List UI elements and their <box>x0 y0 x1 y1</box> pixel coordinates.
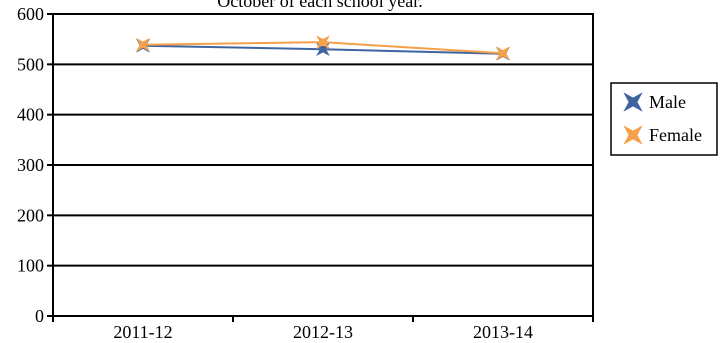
y-tick-labels: 0 100 200 300 400 500 600 <box>17 4 44 326</box>
legend-marker <box>623 92 643 112</box>
y-tick-label: 300 <box>17 155 44 175</box>
x-tick-label: 2011-12 <box>113 322 172 342</box>
y-tick-label: 100 <box>17 256 44 276</box>
axes <box>47 13 594 322</box>
x-tick-label: 2012-13 <box>293 322 353 342</box>
y-tick-label: 400 <box>17 105 44 125</box>
y-tick-label: 200 <box>17 205 44 225</box>
y-tick-label: 500 <box>17 54 44 74</box>
y-tick-label: 600 <box>17 4 44 24</box>
legend-marker <box>623 125 643 145</box>
data-point <box>496 46 510 61</box>
data-point <box>316 35 330 50</box>
series-female <box>136 35 510 61</box>
series <box>136 35 510 61</box>
chart-title: October of each school year. <box>217 0 422 11</box>
legend-label: Male <box>649 92 686 112</box>
plot-frame <box>52 13 594 317</box>
legend: Male Female <box>610 82 718 156</box>
y-tick-label: 0 <box>35 306 44 326</box>
x-tick-label: 2013-14 <box>473 322 533 342</box>
data-point <box>136 37 150 52</box>
legend-box <box>610 82 718 156</box>
x-tick-labels: 2011-12 2012-13 2013-14 <box>113 322 533 342</box>
legend-label: Female <box>649 125 702 145</box>
